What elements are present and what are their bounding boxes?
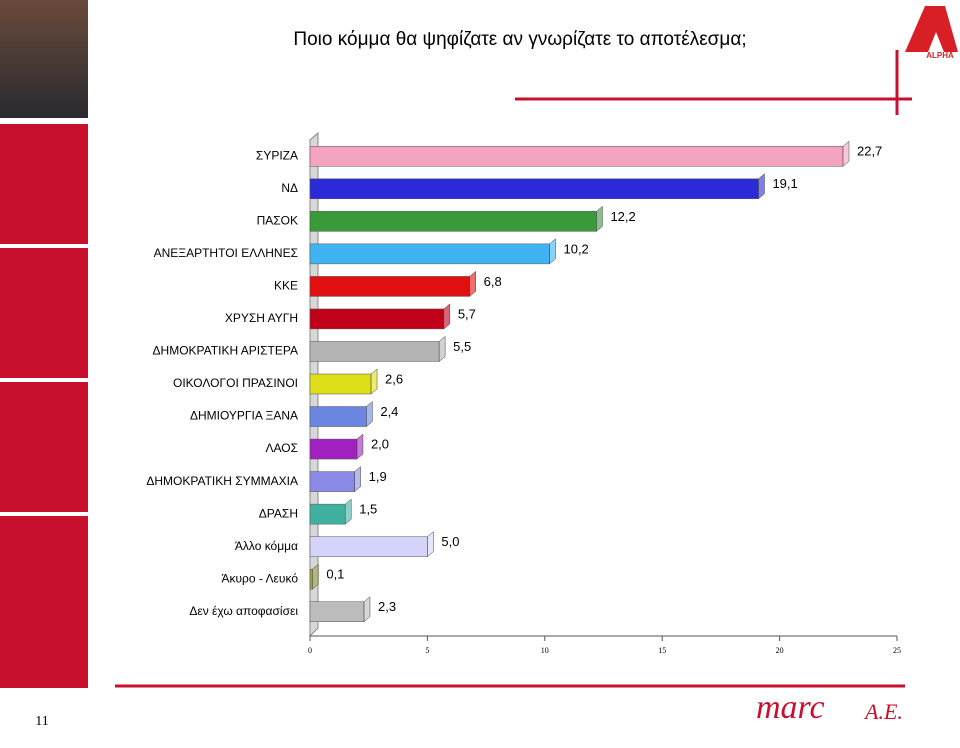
brand-name: marc [756,689,825,726]
page-number: 11 [35,714,48,729]
value-label: 2,0 [371,437,389,452]
y-tick-label: ΚΚΕ [274,279,298,293]
bar [309,503,346,525]
bar-side [363,596,371,623]
value-label: 2,3 [378,599,396,614]
bar-side [354,466,361,493]
bar [309,146,844,167]
value-label: 1,9 [369,469,387,484]
side-strip [0,124,88,688]
y-tick-label: ΔΗΜΟΚΡΑΤΙΚΗ ΑΡΙΣΤΕΡΑ [153,344,298,358]
y-tick-label: ΟΙΚΟΛΟΓΟΙ ΠΡΑΣΙΝΟΙ [173,376,298,390]
bar [309,308,445,330]
y-tick-label: Άλλο κόμμα [235,539,298,553]
y-tick-label: ΔΡΑΣΗ [259,506,298,520]
y-tick-label: ΔΗΜΟΚΡΑΤΙΚΗ ΣΥΜΜΑΧΙΑ [146,474,298,488]
y-tick-label: ΧΡΥΣΗ ΑΥΓΗ [225,311,298,325]
value-label: 19,1 [772,176,797,191]
y-tick-label: ΔΗΜΙΟΥΡΓΙΑ ΞΑΝΑ [190,409,298,423]
bar-side [443,303,451,330]
logo-mark [905,6,958,52]
bar [309,373,372,395]
value-label: 5,7 [458,306,476,321]
bar [309,536,428,557]
y-tick-label: Δεν έχω αποφασίσει [189,604,298,618]
y-tick-label: ΛΑΟΣ [265,441,298,455]
x-tick-label: 5 [425,646,429,655]
value-label: 6,8 [484,274,502,289]
photo [0,0,88,118]
x-tick-label: 25 [893,646,901,655]
bar-side [469,270,476,297]
x-tick-label: 10 [541,646,549,655]
value-label: 2,4 [380,404,398,419]
value-label: 5,5 [453,339,471,354]
bar [309,276,470,297]
bar [309,601,365,622]
bar-side [312,563,319,590]
x-tick-label: 15 [658,646,666,655]
x-tick-label: 0 [308,646,312,655]
bar [309,406,367,427]
plot: 0 5 10 15 20 25 22,7 ΣΥΡΙΖΑ 19,1 ΝΔ 12,2 ΠΑΣΟΚ 10,2 Α… [146,140,901,655]
chart-title: Ποιο κόμμα θα ψηφίζατε αν γνωρίζατε το α… [293,29,746,50]
value-label: 22,7 [857,144,882,159]
y-tick-label: ΝΔ [281,181,298,195]
bar-side [344,498,352,525]
value-label: 12,2 [610,209,635,224]
bar [309,211,597,232]
bar [309,178,759,200]
bar-side [356,433,364,460]
y-tick-label: Άκυρο - Λευκό [221,571,298,585]
x-tick-label: 20 [776,646,784,655]
bar-side [549,238,556,265]
bar-side [842,140,850,167]
value-label: 2,6 [385,371,403,386]
bar-side [427,531,434,558]
bar [309,568,313,590]
bar [309,341,440,362]
bar-side [370,368,378,395]
bar-side [438,335,446,363]
brand-suffix: A.E. [863,699,903,724]
bar [309,243,550,265]
value-label: 10,2 [563,241,588,256]
bar-side [758,173,765,200]
value-label: 1,5 [359,502,377,517]
y-tick-label: ΠΑΣΟΚ [257,214,298,228]
bar [309,471,355,492]
logo-text: ALPHA [926,51,954,60]
y-tick-label: ΑΝΕΞΑΡΤΗΤΟΙ ΕΛΛΗΝΕΣ [154,246,298,260]
bar-side [366,400,373,428]
value-label: 5,0 [441,534,459,549]
bar-side [596,205,603,232]
bar [309,438,358,460]
value-label: 0,1 [326,567,344,582]
y-tick-label: ΣΥΡΙΖΑ [256,148,298,162]
